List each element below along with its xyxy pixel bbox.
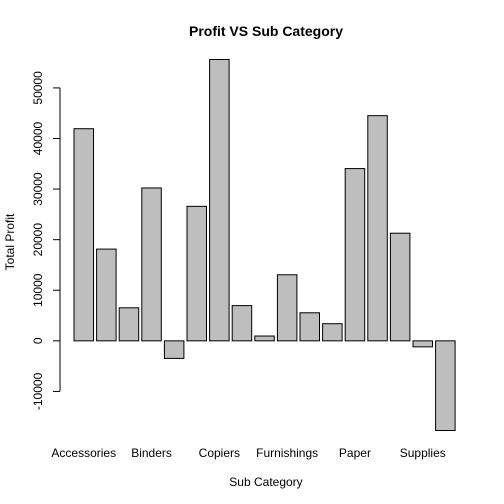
y-tick-label: 40000 (31, 121, 45, 155)
bar-tables (436, 341, 456, 431)
bar-appliances (97, 249, 117, 341)
x-axis-label: Sub Category (229, 475, 302, 489)
bar-furnishings (277, 275, 297, 341)
bar-fasteners (255, 336, 274, 341)
bars-group (74, 60, 455, 431)
y-tick-label: 10000 (31, 273, 45, 307)
x-tick-label-paper: Paper (339, 446, 371, 460)
bar-chairs (187, 206, 207, 341)
bar-phones (368, 116, 388, 341)
chart-title: Profit VS Sub Category (189, 23, 343, 39)
x-tick-label-supplies: Supplies (400, 446, 446, 460)
bar-labels (300, 313, 320, 341)
x-tick-label-binders: Binders (131, 446, 172, 460)
x-tick-label-copiers: Copiers (199, 446, 240, 460)
y-axis-label: Total Profit (3, 213, 17, 270)
bar-machines (323, 324, 343, 341)
x-tick-label-accessories: Accessories (51, 446, 116, 460)
y-tick-label: -10000 (31, 372, 45, 410)
bar-storage (390, 233, 410, 341)
bar-art (119, 308, 139, 341)
bar-copiers (210, 60, 230, 341)
bar-accessories (74, 129, 94, 341)
y-tick-label: 0 (31, 337, 45, 344)
x-tick-label-furnishings: Furnishings (256, 446, 318, 460)
x-axis-labels: Accessories Binders Copiers Furnishings Pape… (51, 446, 445, 460)
bar-binders (142, 188, 162, 341)
y-axis: -10000 0 10000 20000 30000 40000 50000 (31, 71, 60, 410)
y-tick-label: 50000 (31, 71, 45, 105)
bar-bookcases (164, 341, 184, 359)
y-tick-label: 30000 (31, 172, 45, 206)
y-tick-label: 20000 (31, 223, 45, 257)
bar-paper (345, 169, 365, 341)
bar-supplies (413, 341, 433, 347)
bar-envelopes (232, 306, 252, 341)
